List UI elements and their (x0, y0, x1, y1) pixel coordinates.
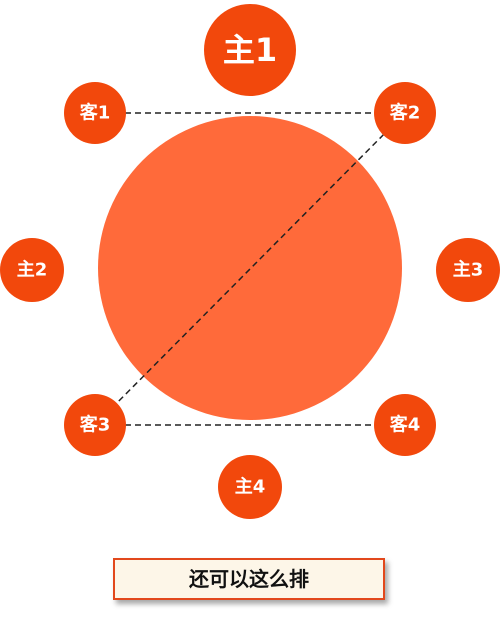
seat (204, 4, 296, 96)
seat-label: 主3 (453, 259, 484, 281)
seat (374, 82, 436, 144)
seat-label: 客2 (390, 102, 421, 124)
seat-label: 主2 (17, 259, 48, 281)
seat (64, 394, 126, 456)
seat-label: 客1 (80, 102, 111, 124)
seat (64, 82, 126, 144)
table (98, 116, 402, 420)
seat-label: 客3 (80, 414, 111, 436)
seat (0, 238, 64, 302)
dashed-line (94, 112, 406, 426)
seat-label: 主4 (235, 476, 266, 498)
seat-label: 客4 (390, 414, 421, 436)
seat (218, 455, 282, 519)
seat (436, 238, 500, 302)
caption: 还可以这么排 (113, 558, 385, 600)
seat-label: 主1 (223, 31, 277, 69)
seat (374, 394, 436, 456)
